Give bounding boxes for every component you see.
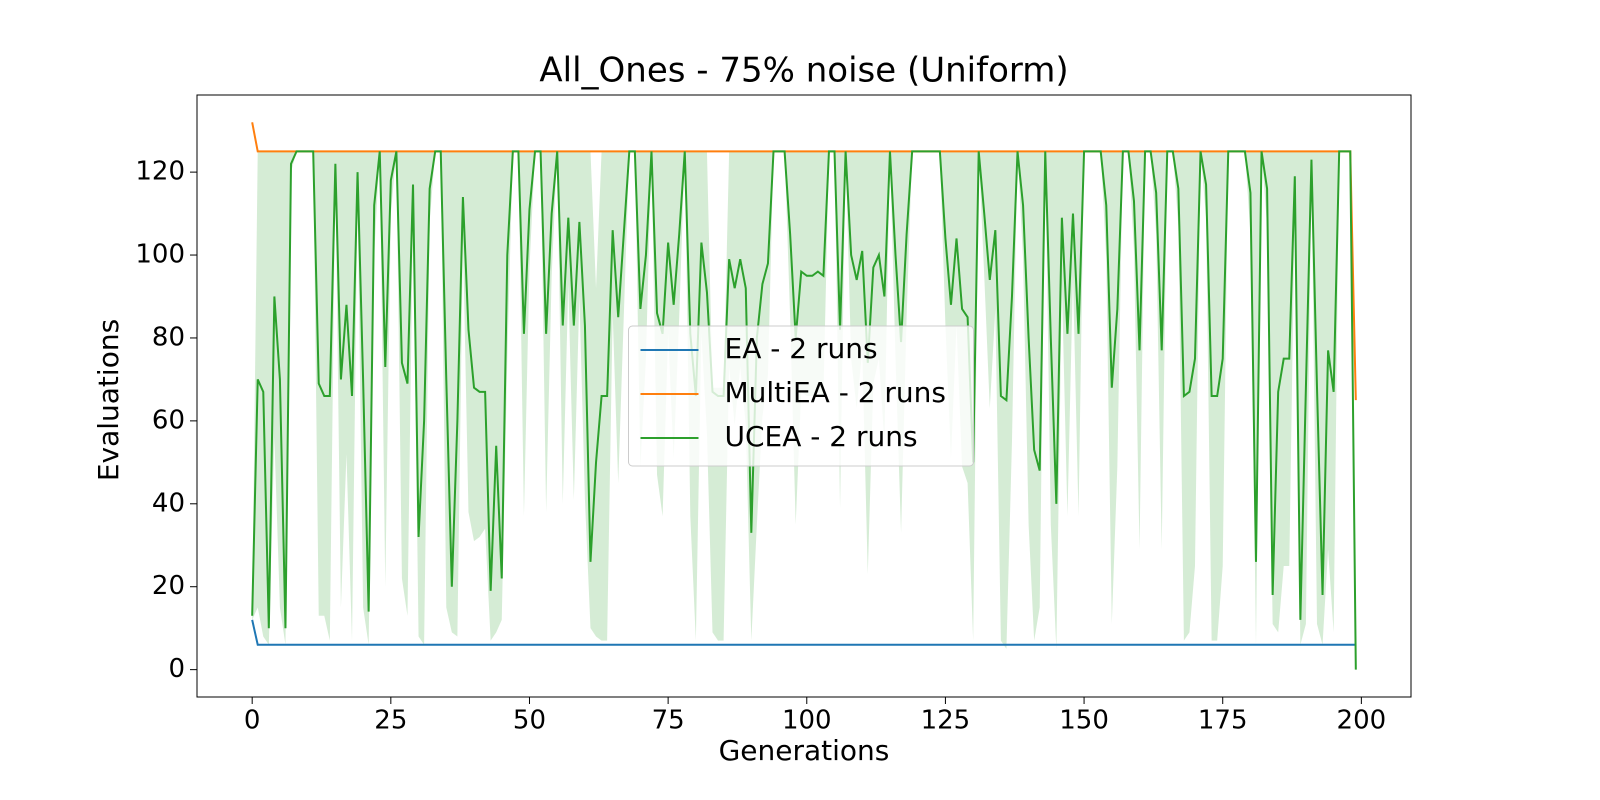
chart-title: All_Ones - 75% noise (Uniform) xyxy=(539,51,1068,91)
x-tick-label: 0 xyxy=(244,706,261,736)
y-axis-label: Evaluations xyxy=(92,319,125,481)
x-tick-label: 200 xyxy=(1337,706,1387,736)
y-tick-label: 120 xyxy=(135,157,185,187)
legend-label: EA - 2 runs xyxy=(725,332,878,365)
legend-label: MultiEA - 2 runs xyxy=(725,376,947,409)
legend-label: UCEA - 2 runs xyxy=(725,420,918,453)
series-line xyxy=(251,619,1356,646)
x-tick-label: 175 xyxy=(1198,706,1248,736)
series-line xyxy=(251,150,1357,670)
y-tick-label: 40 xyxy=(152,488,185,518)
y-tick-label: 20 xyxy=(152,571,185,601)
y-tick-label: 80 xyxy=(152,322,185,352)
x-tick-label: 25 xyxy=(374,706,407,736)
y-tick-label: 100 xyxy=(135,240,185,270)
x-axis-label: Generations xyxy=(719,734,890,767)
x-tick-label: 75 xyxy=(652,706,685,736)
plot-frame xyxy=(196,94,1412,698)
x-tick-label: 100 xyxy=(782,706,832,736)
y-tick-label: 0 xyxy=(168,654,185,684)
x-tick-label: 50 xyxy=(513,706,546,736)
legend-box xyxy=(628,325,974,467)
x-tick-label: 125 xyxy=(921,706,971,736)
y-tick-label: 60 xyxy=(152,405,185,435)
x-tick-label: 150 xyxy=(1059,706,1109,736)
